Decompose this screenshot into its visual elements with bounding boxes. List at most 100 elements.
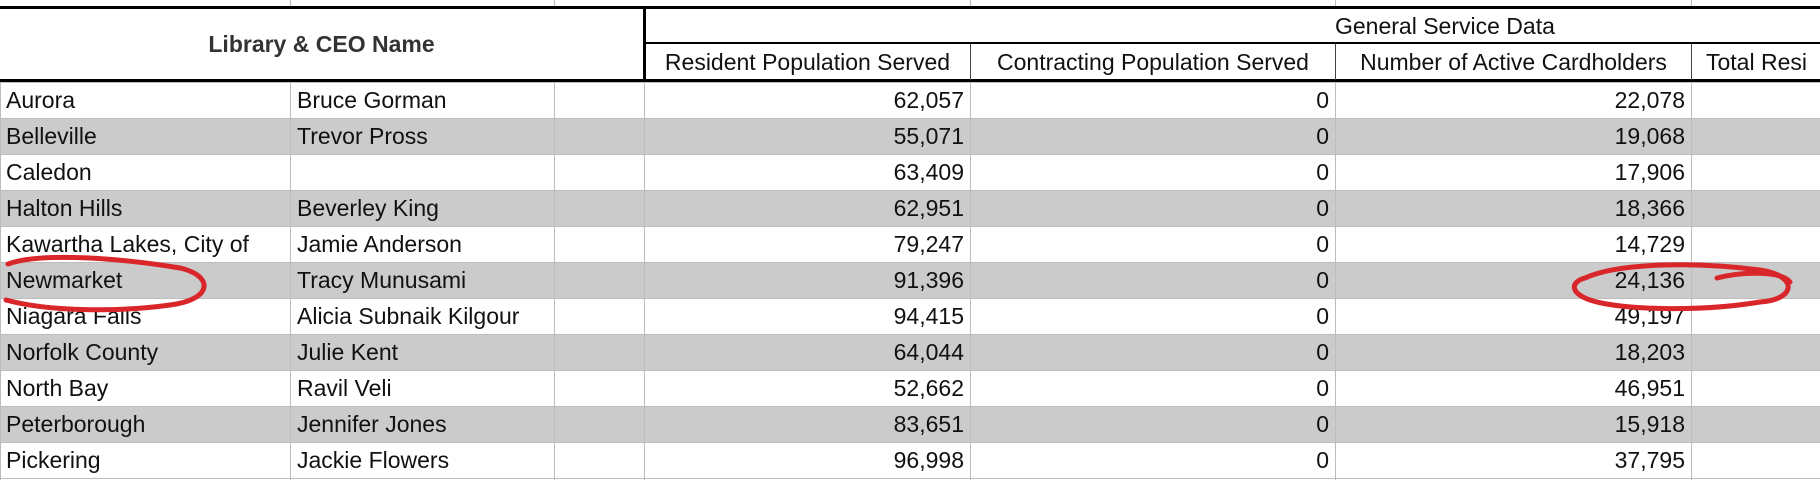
contracting-population-cell[interactable]: 0 (1316, 303, 1329, 329)
col-divider (644, 82, 645, 480)
general-service-data-header[interactable]: General Service Data (1335, 13, 1555, 39)
col-header-active-cardholders[interactable]: Number of Active Cardholders (1360, 49, 1667, 75)
total-resident-cell[interactable] (1692, 334, 1820, 370)
contracting-population-cell[interactable]: 0 (1316, 447, 1329, 473)
ceo-name-cell[interactable] (291, 154, 554, 190)
total-resident-cell[interactable] (1692, 118, 1820, 154)
ceo-name-cell[interactable]: Tracy Munusami (297, 267, 467, 293)
empty-cell[interactable] (555, 334, 644, 370)
contracting-population-cell[interactable]: 0 (1316, 231, 1329, 257)
row-divider (0, 118, 1820, 119)
resident-population-cell[interactable]: 55,071 (893, 123, 964, 149)
col-header-total-resident[interactable]: Total Resi (1706, 49, 1807, 75)
header-divider (643, 6, 646, 82)
library-name-cell[interactable]: Norfolk County (6, 339, 159, 365)
contracting-population-cell[interactable]: 0 (1316, 159, 1329, 185)
col-header-contracting-population[interactable]: Contracting Population Served (997, 49, 1309, 75)
library-name-cell[interactable]: Newmarket (6, 267, 123, 293)
top-border (0, 6, 1820, 9)
active-cardholders-cell[interactable]: 19,068 (1614, 123, 1685, 149)
row-band (0, 406, 1820, 442)
total-resident-cell[interactable] (1692, 82, 1820, 118)
active-cardholders-cell[interactable]: 49,197 (1614, 303, 1685, 329)
ceo-name-cell[interactable]: Julie Kent (297, 339, 399, 365)
resident-population-cell[interactable]: 79,247 (893, 231, 964, 257)
empty-cell[interactable] (555, 118, 644, 154)
contracting-population-cell[interactable]: 0 (1316, 123, 1329, 149)
library-name-cell[interactable]: Kawartha Lakes, City of (6, 231, 249, 257)
active-cardholders-cell[interactable]: 24,136 (1614, 267, 1685, 293)
library-name-cell[interactable]: Peterborough (6, 411, 146, 437)
col-header-resident-population[interactable]: Resident Population Served (664, 49, 951, 75)
row-divider (0, 334, 1820, 335)
resident-population-cell[interactable]: 62,057 (893, 87, 964, 113)
ceo-name-cell[interactable]: Ravil Veli (297, 375, 392, 401)
empty-cell[interactable] (555, 298, 644, 334)
row-band (0, 190, 1820, 226)
header-col-divider (970, 44, 971, 80)
total-resident-cell[interactable] (1692, 442, 1820, 478)
ceo-name-cell[interactable]: Beverley King (297, 195, 439, 221)
contracting-population-cell[interactable]: 0 (1316, 375, 1329, 401)
total-resident-cell[interactable] (1692, 226, 1820, 262)
row-divider (0, 154, 1820, 155)
empty-cell[interactable] (555, 82, 644, 118)
ceo-name-cell[interactable]: Trevor Pross (297, 123, 428, 149)
total-resident-cell[interactable] (1692, 154, 1820, 190)
empty-cell[interactable] (555, 262, 644, 298)
library-name-cell[interactable]: Niagara Falls (6, 303, 142, 329)
ceo-name-cell[interactable]: Jackie Flowers (297, 447, 450, 473)
empty-cell[interactable] (555, 370, 644, 406)
header-bottom-border (0, 79, 1820, 82)
library-name-cell[interactable]: North Bay (6, 375, 109, 401)
library-name-cell[interactable]: Belleville (6, 123, 97, 149)
empty-cell[interactable] (555, 154, 644, 190)
row-divider (0, 190, 1820, 191)
resident-population-cell[interactable]: 91,396 (893, 267, 964, 293)
library-name-cell[interactable]: Caledon (6, 159, 92, 185)
total-resident-cell[interactable] (1692, 262, 1820, 298)
contracting-population-cell[interactable]: 0 (1316, 411, 1329, 437)
active-cardholders-cell[interactable]: 22,078 (1614, 87, 1685, 113)
empty-cell[interactable] (555, 442, 644, 478)
empty-cell[interactable] (555, 406, 644, 442)
resident-population-cell[interactable]: 83,651 (893, 411, 964, 437)
ceo-name-cell[interactable]: Bruce Gorman (297, 87, 447, 113)
header-col-divider (1691, 44, 1692, 80)
col-divider (970, 82, 971, 480)
active-cardholders-cell[interactable]: 46,951 (1614, 375, 1685, 401)
active-cardholders-cell[interactable]: 14,729 (1614, 231, 1685, 257)
contracting-population-cell[interactable]: 0 (1316, 339, 1329, 365)
active-cardholders-cell[interactable]: 15,918 (1614, 411, 1685, 437)
total-resident-cell[interactable] (1692, 190, 1820, 226)
ceo-name-cell[interactable]: Jamie Anderson (297, 231, 462, 257)
resident-population-cell[interactable]: 96,998 (893, 447, 964, 473)
library-name-cell[interactable]: Aurora (6, 87, 76, 113)
empty-cell[interactable] (555, 190, 644, 226)
library-name-cell[interactable]: Halton Hills (6, 195, 123, 221)
contracting-population-cell[interactable]: 0 (1316, 267, 1329, 293)
total-resident-cell[interactable] (1692, 370, 1820, 406)
top-col-divider (1335, 0, 1336, 6)
total-resident-cell[interactable] (1692, 406, 1820, 442)
resident-population-cell[interactable]: 94,415 (893, 303, 964, 329)
row-divider (0, 406, 1820, 407)
top-col-divider (1691, 0, 1692, 6)
total-resident-cell[interactable] (1692, 298, 1820, 334)
contracting-population-cell[interactable]: 0 (1316, 87, 1329, 113)
active-cardholders-cell[interactable]: 18,366 (1614, 195, 1685, 221)
active-cardholders-cell[interactable]: 17,906 (1614, 159, 1685, 185)
active-cardholders-cell[interactable]: 37,795 (1614, 447, 1685, 473)
resident-population-cell[interactable]: 64,044 (893, 339, 964, 365)
row-band (0, 118, 1820, 154)
ceo-name-cell[interactable]: Jennifer Jones (297, 411, 447, 437)
resident-population-cell[interactable]: 62,951 (893, 195, 964, 221)
contracting-population-cell[interactable]: 0 (1316, 195, 1329, 221)
library-name-cell[interactable]: Pickering (6, 447, 101, 473)
active-cardholders-cell[interactable]: 18,203 (1614, 339, 1685, 365)
resident-population-cell[interactable]: 63,409 (893, 159, 964, 185)
library-ceo-header[interactable]: Library & CEO Name (208, 31, 435, 57)
empty-cell[interactable] (555, 226, 644, 262)
ceo-name-cell[interactable]: Alicia Subnaik Kilgour (297, 303, 520, 329)
resident-population-cell[interactable]: 52,662 (893, 375, 964, 401)
